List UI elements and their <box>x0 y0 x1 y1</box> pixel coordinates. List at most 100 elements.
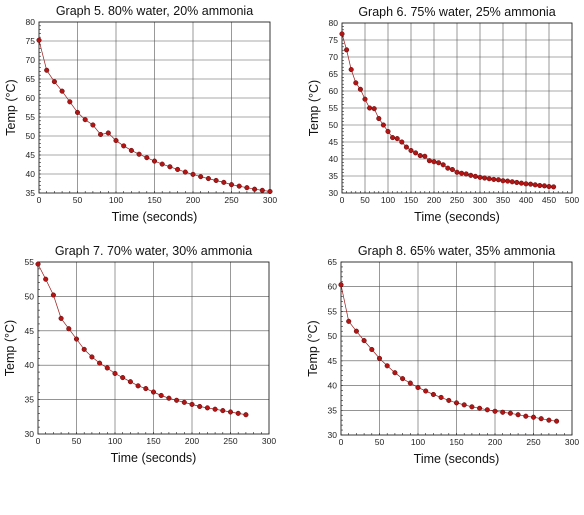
y-tick-label: 70 <box>329 52 339 62</box>
x-axis-label: Time (seconds) <box>414 210 500 224</box>
x-tick-label: 300 <box>565 437 579 447</box>
data-point <box>523 413 529 419</box>
data-point <box>89 354 95 360</box>
data-point <box>394 136 400 142</box>
y-tick-label: 50 <box>328 331 338 341</box>
y-tick-label: 40 <box>25 360 35 370</box>
data-point <box>518 180 524 186</box>
data-point <box>385 128 391 135</box>
data-point <box>338 282 344 288</box>
data-point <box>537 182 543 189</box>
data-point <box>58 315 64 321</box>
data-point <box>477 174 483 180</box>
data-point <box>486 176 492 182</box>
data-point <box>446 397 452 403</box>
data-point <box>380 122 386 128</box>
x-tick-label: 100 <box>108 436 122 446</box>
x-tick-label: 350 <box>496 195 510 205</box>
data-point <box>144 155 150 161</box>
data-point <box>59 88 65 94</box>
data-point <box>259 187 265 193</box>
data-point <box>189 401 195 407</box>
data-point <box>220 408 226 414</box>
chart-title: Graph 6. 75% water, 25% ammonia <box>358 5 555 19</box>
x-axis-label: Time (seconds) <box>111 451 197 465</box>
data-point <box>97 360 103 366</box>
data-point <box>159 161 165 167</box>
data-point <box>482 175 488 181</box>
data-point <box>361 338 367 344</box>
data-point <box>344 47 350 53</box>
data-point <box>362 96 368 102</box>
data-point <box>440 162 446 168</box>
y-tick-label: 80 <box>26 17 36 27</box>
data-point <box>376 355 383 361</box>
x-tick-label: 250 <box>526 437 540 447</box>
y-axis-label: Temp (°C) <box>3 320 17 376</box>
data-point <box>197 403 203 410</box>
data-point <box>400 376 406 382</box>
data-point <box>541 183 547 189</box>
chart-2: 0 50 100 150 200 250 300 350 400 450 500 30 35 40 45 50… <box>307 5 579 224</box>
data-point <box>44 67 50 73</box>
data-point <box>357 86 363 92</box>
x-tick-label: 50 <box>375 437 385 447</box>
data-point <box>430 391 436 398</box>
x-tick-label: 450 <box>542 195 556 205</box>
data-point <box>538 416 544 422</box>
y-tick-label: 45 <box>329 137 339 147</box>
chart-title: Graph 8. 65% water, 35% ammonia <box>358 244 555 258</box>
data-point <box>90 122 96 128</box>
y-tick-label: 45 <box>26 150 36 160</box>
y-tick-label: 35 <box>25 395 35 405</box>
data-point <box>105 130 111 136</box>
data-point <box>472 173 478 179</box>
data-point <box>436 160 442 166</box>
y-tick-label: 55 <box>25 257 35 267</box>
data-point <box>235 410 241 416</box>
data-point <box>252 186 258 192</box>
data-point <box>181 399 187 405</box>
data-point <box>438 394 444 400</box>
data-point <box>392 370 398 376</box>
x-tick-label: 50 <box>73 195 83 205</box>
x-tick-label: 150 <box>146 436 160 446</box>
x-tick-label: 250 <box>223 436 237 446</box>
data-point <box>492 408 498 414</box>
data-point <box>546 183 552 190</box>
plot-frame <box>341 22 573 194</box>
series-line <box>37 263 246 416</box>
data-point <box>491 176 497 182</box>
y-tick-label: 60 <box>328 282 338 292</box>
chart-3: 0 50 100 150 200 250 300 30 35 40 45 50 55 Graph 7. 7… <box>3 244 276 465</box>
plot-frame <box>38 21 271 194</box>
data-point <box>371 106 377 112</box>
y-tick-label: 30 <box>25 429 35 439</box>
y-tick-label: 40 <box>328 381 338 391</box>
x-tick-label: 50 <box>72 436 82 446</box>
x-tick-label: 400 <box>519 195 533 205</box>
data-point <box>150 389 157 395</box>
data-point <box>449 166 455 173</box>
data-point <box>50 292 56 298</box>
data-point <box>528 181 534 187</box>
y-tick-label: 35 <box>329 171 339 181</box>
y-tick-label: 50 <box>329 120 339 130</box>
data-point <box>346 318 352 324</box>
data-point <box>136 151 142 157</box>
data-point <box>112 370 118 377</box>
y-axis-label: Temp (°C) <box>306 320 320 376</box>
data-point <box>82 117 88 123</box>
y-tick-label: 30 <box>328 430 338 440</box>
data-point <box>495 177 501 183</box>
data-point <box>454 169 460 175</box>
data-point <box>509 179 515 185</box>
data-point <box>73 336 80 342</box>
data-point <box>143 386 149 392</box>
y-tick-label: 75 <box>329 35 339 45</box>
data-point <box>190 171 196 177</box>
x-tick-label: 250 <box>224 195 238 205</box>
data-point <box>415 384 421 391</box>
data-point <box>198 174 204 180</box>
y-tick-label: 65 <box>328 257 338 267</box>
